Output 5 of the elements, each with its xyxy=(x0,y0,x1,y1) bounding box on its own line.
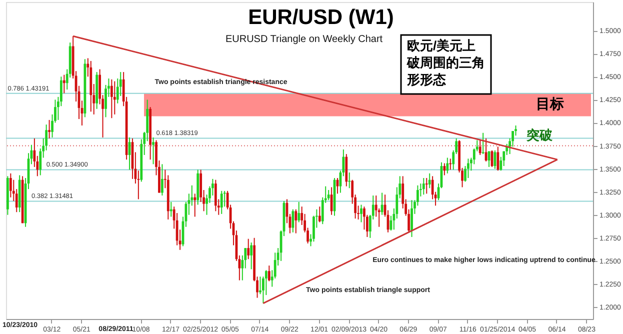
text: EURUSD Triangle on Weekly Chart xyxy=(225,34,383,45)
band-label: 目标 xyxy=(536,96,564,112)
annotation: 突破 xyxy=(526,128,554,143)
annotation: 欧元/美元上破周围的三角形形态 xyxy=(406,38,485,87)
chart-title: EUR/USD (W1) xyxy=(248,6,394,29)
